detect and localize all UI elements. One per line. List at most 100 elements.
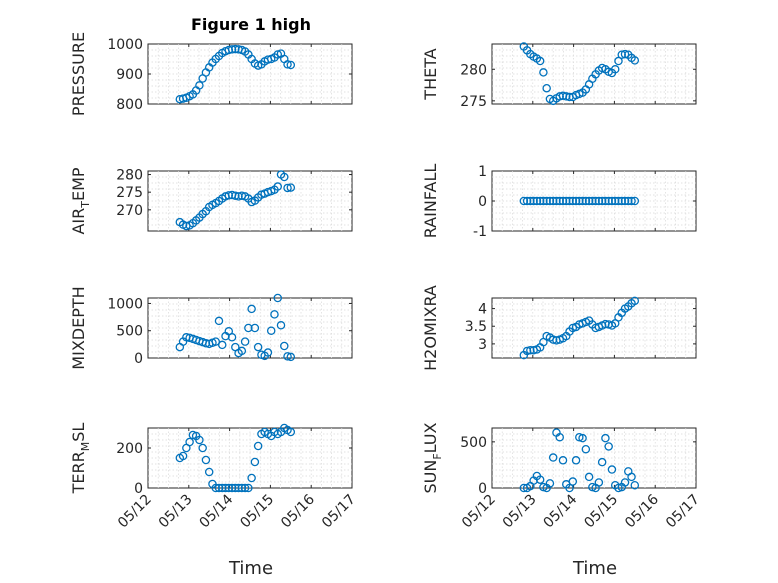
data-point bbox=[276, 321, 286, 330]
y-tick-label: 3 bbox=[478, 337, 487, 353]
data-point bbox=[224, 191, 234, 200]
subplot-theta: 275 280 THETA bbox=[421, 42, 697, 110]
data-point bbox=[231, 483, 240, 493]
y-tick-label: 1000 bbox=[107, 296, 143, 312]
x-tick-label: 05/14 bbox=[541, 491, 581, 531]
data-point bbox=[240, 483, 250, 493]
data-point bbox=[558, 456, 568, 465]
y-axis-label-h2omixra: H2OMIXRA bbox=[421, 285, 440, 371]
data-point bbox=[237, 483, 247, 493]
data-point bbox=[214, 483, 224, 493]
x-tick-label: 05/14 bbox=[197, 491, 237, 531]
data-point bbox=[581, 196, 591, 206]
subplot-rainfall: -1 0 1 RAINFALL bbox=[421, 164, 697, 240]
data-point bbox=[280, 341, 289, 351]
y-tick-label: 4 bbox=[478, 302, 487, 318]
y-tick-label: 0 bbox=[134, 481, 143, 497]
data-point bbox=[253, 342, 263, 352]
data-point bbox=[247, 473, 256, 483]
data-point bbox=[548, 335, 558, 344]
data-point bbox=[234, 192, 243, 201]
data-point bbox=[588, 196, 597, 206]
data-point bbox=[614, 196, 623, 206]
data-point bbox=[630, 56, 640, 65]
data-point bbox=[601, 196, 610, 206]
data-point bbox=[273, 293, 282, 303]
data-point bbox=[548, 453, 558, 462]
data-point bbox=[227, 483, 237, 493]
data-point bbox=[286, 183, 296, 192]
y-axis-label-mixdepth: MIXDEPTH bbox=[69, 286, 88, 369]
data-point bbox=[253, 441, 263, 451]
data-point bbox=[227, 45, 237, 54]
x-axis-label-right: Time bbox=[572, 558, 617, 579]
x-tick-label: 05/17 bbox=[319, 492, 359, 532]
data-point bbox=[584, 196, 594, 206]
data-point bbox=[535, 475, 545, 484]
y-tick-label: -1 bbox=[473, 224, 487, 240]
data-point bbox=[620, 196, 630, 206]
data-point bbox=[630, 296, 640, 306]
y-axis-label-terr_msl: TERRMSL bbox=[69, 423, 92, 495]
x-axis-label-left: Time bbox=[228, 558, 273, 579]
data-point bbox=[594, 478, 604, 487]
data-point bbox=[617, 50, 626, 59]
data-point bbox=[214, 316, 224, 326]
data-point bbox=[522, 196, 532, 206]
data-point bbox=[535, 196, 545, 206]
data-point bbox=[568, 477, 578, 486]
data-point bbox=[597, 196, 607, 206]
data-point bbox=[548, 196, 558, 206]
data-point bbox=[201, 455, 211, 465]
data-point bbox=[578, 196, 587, 206]
data-point bbox=[571, 456, 581, 465]
data-point bbox=[627, 196, 636, 206]
data-point bbox=[545, 479, 555, 488]
data-point bbox=[610, 65, 620, 74]
data-point bbox=[620, 49, 630, 59]
data-point bbox=[617, 196, 626, 206]
y-axis-label-rainfall: RAINFALL bbox=[421, 164, 440, 239]
data-point bbox=[178, 451, 188, 461]
data-point bbox=[286, 352, 296, 362]
figure-title: Figure 1 high bbox=[191, 15, 311, 34]
data-point bbox=[555, 196, 564, 206]
data-point bbox=[266, 326, 276, 335]
subplot-sun_flux: 0 500 05/12 05/13 05/14 05/15 05/16 05/17 SUNFLU… bbox=[421, 422, 703, 531]
data-point bbox=[571, 196, 581, 206]
data-point bbox=[555, 432, 564, 442]
y-tick-label: 270 bbox=[116, 203, 143, 219]
data-point bbox=[283, 352, 292, 361]
x-tick-label: 05/16 bbox=[622, 491, 662, 531]
data-point bbox=[263, 348, 273, 357]
x-tick-label: 05/12 bbox=[115, 492, 155, 532]
y-tick-label: 275 bbox=[460, 94, 487, 110]
data-point bbox=[270, 310, 279, 319]
data-point bbox=[545, 196, 555, 206]
data-point bbox=[250, 323, 260, 333]
y-tick-label: 280 bbox=[460, 62, 487, 78]
x-tick-label: 05/13 bbox=[500, 492, 540, 532]
data-point bbox=[597, 457, 607, 467]
data-point bbox=[607, 196, 617, 206]
x-tick-label: 05/15 bbox=[237, 492, 277, 532]
x-tick-label: 05/13 bbox=[156, 492, 196, 532]
data-point bbox=[565, 483, 574, 493]
y-axis-label-theta: THETA bbox=[421, 48, 440, 100]
data-point bbox=[558, 196, 568, 206]
data-point bbox=[286, 60, 296, 70]
data-point bbox=[562, 196, 571, 206]
data-point bbox=[218, 483, 227, 493]
data-point bbox=[604, 442, 613, 451]
data-point bbox=[283, 183, 292, 193]
y-axis-label-sun_flux: SUNFLUX bbox=[421, 422, 444, 493]
data-point bbox=[627, 472, 636, 482]
y-tick-label: 0 bbox=[478, 481, 487, 497]
y-tick-label: 800 bbox=[116, 97, 143, 113]
data-point bbox=[555, 92, 564, 101]
data-point bbox=[565, 196, 574, 206]
data-point bbox=[630, 196, 640, 206]
